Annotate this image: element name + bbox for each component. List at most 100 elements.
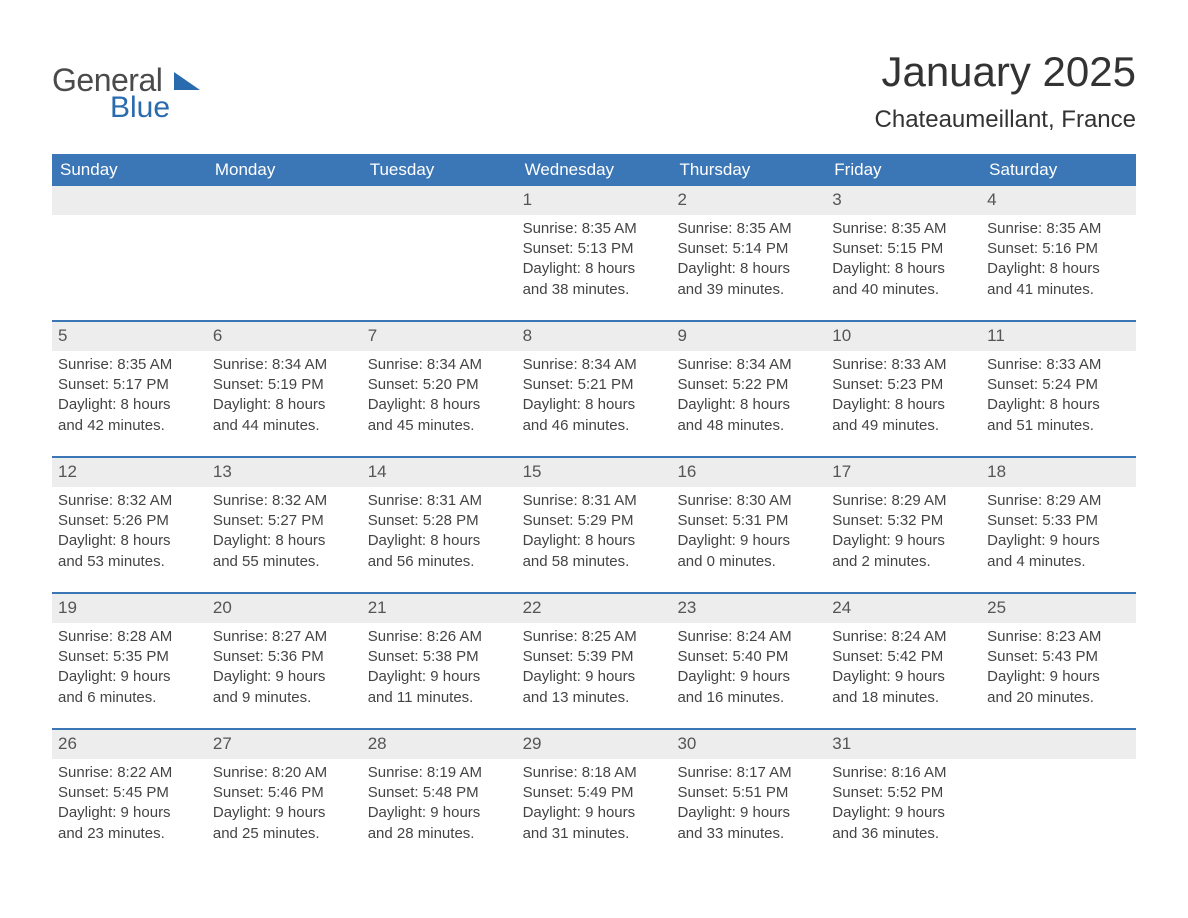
calendar-cell: 7Sunrise: 8:34 AMSunset: 5:20 PMDaylight… (362, 322, 517, 456)
sunset-text: Sunset: 5:20 PM (368, 375, 511, 395)
daylight2-text: and 44 minutes. (213, 416, 356, 436)
cell-body: Sunrise: 8:25 AMSunset: 5:39 PMDaylight:… (517, 623, 672, 718)
daylight1-text: Daylight: 9 hours (368, 667, 511, 687)
sunset-text: Sunset: 5:39 PM (523, 647, 666, 667)
calendar-week: 19Sunrise: 8:28 AMSunset: 5:35 PMDayligh… (52, 592, 1136, 728)
sunrise-text: Sunrise: 8:35 AM (832, 219, 975, 239)
sunrise-text: Sunrise: 8:34 AM (677, 355, 820, 375)
sunset-text: Sunset: 5:21 PM (523, 375, 666, 395)
dayname: Monday (207, 154, 362, 186)
sunset-text: Sunset: 5:31 PM (677, 511, 820, 531)
brand-logo: General Blue (52, 48, 200, 125)
day-number: 9 (671, 322, 826, 351)
daylight2-text: and 55 minutes. (213, 552, 356, 572)
calendar-cell: 4Sunrise: 8:35 AMSunset: 5:16 PMDaylight… (981, 186, 1136, 320)
calendar-cell: 18Sunrise: 8:29 AMSunset: 5:33 PMDayligh… (981, 458, 1136, 592)
daylight1-text: Daylight: 9 hours (213, 803, 356, 823)
day-number: 30 (671, 730, 826, 759)
calendar-cell: 21Sunrise: 8:26 AMSunset: 5:38 PMDayligh… (362, 594, 517, 728)
calendar-week: 1Sunrise: 8:35 AMSunset: 5:13 PMDaylight… (52, 186, 1136, 320)
calendar-cell: 31Sunrise: 8:16 AMSunset: 5:52 PMDayligh… (826, 730, 981, 864)
day-number (52, 186, 207, 215)
daylight1-text: Daylight: 9 hours (677, 667, 820, 687)
daylight2-text: and 58 minutes. (523, 552, 666, 572)
sunset-text: Sunset: 5:51 PM (677, 783, 820, 803)
daylight1-text: Daylight: 8 hours (58, 531, 201, 551)
calendar-cell (207, 186, 362, 320)
calendar-cell (52, 186, 207, 320)
month-title: January 2025 (875, 48, 1136, 96)
daylight2-text: and 28 minutes. (368, 824, 511, 844)
daylight1-text: Daylight: 8 hours (987, 259, 1130, 279)
cell-body (52, 215, 207, 229)
cell-body (981, 759, 1136, 773)
sunset-text: Sunset: 5:13 PM (523, 239, 666, 259)
cell-body: Sunrise: 8:31 AMSunset: 5:28 PMDaylight:… (362, 487, 517, 582)
sunrise-text: Sunrise: 8:35 AM (987, 219, 1130, 239)
cell-body: Sunrise: 8:23 AMSunset: 5:43 PMDaylight:… (981, 623, 1136, 718)
sunrise-text: Sunrise: 8:33 AM (987, 355, 1130, 375)
daylight1-text: Daylight: 8 hours (213, 395, 356, 415)
calendar-grid: 1Sunrise: 8:35 AMSunset: 5:13 PMDaylight… (52, 186, 1136, 864)
day-number: 26 (52, 730, 207, 759)
sunrise-text: Sunrise: 8:34 AM (213, 355, 356, 375)
calendar-cell: 29Sunrise: 8:18 AMSunset: 5:49 PMDayligh… (517, 730, 672, 864)
calendar-cell: 14Sunrise: 8:31 AMSunset: 5:28 PMDayligh… (362, 458, 517, 592)
daylight1-text: Daylight: 8 hours (368, 531, 511, 551)
calendar-cell: 9Sunrise: 8:34 AMSunset: 5:22 PMDaylight… (671, 322, 826, 456)
sunset-text: Sunset: 5:43 PM (987, 647, 1130, 667)
brand-line2: Blue (110, 91, 170, 125)
sunset-text: Sunset: 5:29 PM (523, 511, 666, 531)
calendar-week: 12Sunrise: 8:32 AMSunset: 5:26 PMDayligh… (52, 456, 1136, 592)
cell-body: Sunrise: 8:27 AMSunset: 5:36 PMDaylight:… (207, 623, 362, 718)
day-number: 3 (826, 186, 981, 215)
day-number: 21 (362, 594, 517, 623)
dayname: Thursday (671, 154, 826, 186)
daylight1-text: Daylight: 9 hours (368, 803, 511, 823)
day-number: 29 (517, 730, 672, 759)
day-number: 8 (517, 322, 672, 351)
sunset-text: Sunset: 5:32 PM (832, 511, 975, 531)
sunrise-text: Sunrise: 8:27 AM (213, 627, 356, 647)
cell-body: Sunrise: 8:34 AMSunset: 5:22 PMDaylight:… (671, 351, 826, 446)
sunrise-text: Sunrise: 8:35 AM (677, 219, 820, 239)
sunset-text: Sunset: 5:17 PM (58, 375, 201, 395)
daylight2-text: and 25 minutes. (213, 824, 356, 844)
daylight1-text: Daylight: 8 hours (58, 395, 201, 415)
calendar-week: 5Sunrise: 8:35 AMSunset: 5:17 PMDaylight… (52, 320, 1136, 456)
daylight1-text: Daylight: 9 hours (213, 667, 356, 687)
cell-body: Sunrise: 8:28 AMSunset: 5:35 PMDaylight:… (52, 623, 207, 718)
calendar-cell: 11Sunrise: 8:33 AMSunset: 5:24 PMDayligh… (981, 322, 1136, 456)
sunrise-text: Sunrise: 8:20 AM (213, 763, 356, 783)
calendar-cell: 10Sunrise: 8:33 AMSunset: 5:23 PMDayligh… (826, 322, 981, 456)
calendar-cell: 17Sunrise: 8:29 AMSunset: 5:32 PMDayligh… (826, 458, 981, 592)
day-number: 24 (826, 594, 981, 623)
daylight2-text: and 0 minutes. (677, 552, 820, 572)
calendar-page: General Blue January 2025 Chateaumeillan… (0, 0, 1188, 904)
sunrise-text: Sunrise: 8:17 AM (677, 763, 820, 783)
cell-body: Sunrise: 8:24 AMSunset: 5:42 PMDaylight:… (826, 623, 981, 718)
cell-body: Sunrise: 8:29 AMSunset: 5:33 PMDaylight:… (981, 487, 1136, 582)
daylight1-text: Daylight: 9 hours (677, 531, 820, 551)
header: General Blue January 2025 Chateaumeillan… (52, 48, 1136, 148)
sunrise-text: Sunrise: 8:31 AM (368, 491, 511, 511)
dayname: Friday (826, 154, 981, 186)
daylight2-text: and 38 minutes. (523, 280, 666, 300)
sunrise-text: Sunrise: 8:24 AM (677, 627, 820, 647)
daylight2-text: and 11 minutes. (368, 688, 511, 708)
daylight2-text: and 13 minutes. (523, 688, 666, 708)
daylight1-text: Daylight: 9 hours (523, 803, 666, 823)
sunrise-text: Sunrise: 8:18 AM (523, 763, 666, 783)
daylight2-text: and 45 minutes. (368, 416, 511, 436)
daylight2-text: and 36 minutes. (832, 824, 975, 844)
sunset-text: Sunset: 5:42 PM (832, 647, 975, 667)
sunset-text: Sunset: 5:16 PM (987, 239, 1130, 259)
cell-body: Sunrise: 8:35 AMSunset: 5:17 PMDaylight:… (52, 351, 207, 446)
calendar-cell: 2Sunrise: 8:35 AMSunset: 5:14 PMDaylight… (671, 186, 826, 320)
daylight1-text: Daylight: 8 hours (368, 395, 511, 415)
sunset-text: Sunset: 5:27 PM (213, 511, 356, 531)
sunrise-text: Sunrise: 8:25 AM (523, 627, 666, 647)
day-number: 18 (981, 458, 1136, 487)
daylight2-text: and 41 minutes. (987, 280, 1130, 300)
cell-body: Sunrise: 8:34 AMSunset: 5:20 PMDaylight:… (362, 351, 517, 446)
